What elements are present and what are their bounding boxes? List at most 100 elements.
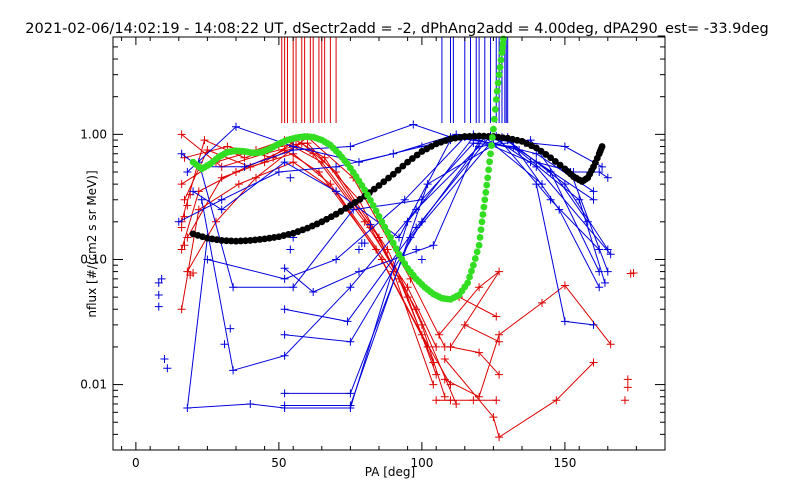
red-data-point (440, 355, 449, 364)
blue-data-point (346, 401, 355, 410)
blue-data-point (289, 283, 298, 292)
red-series-line (438, 271, 500, 348)
green-model-dot (497, 56, 505, 64)
blue-data-point (589, 187, 598, 196)
red-series-line (450, 346, 500, 376)
green-model-dot (486, 158, 493, 166)
green-model-dot (372, 207, 380, 215)
red-data-point (177, 180, 186, 189)
blue-data-point (400, 195, 409, 204)
green-model-dot (478, 218, 486, 226)
red-data-point (177, 305, 186, 314)
green-model-dot (489, 125, 497, 133)
red-data-point (203, 145, 212, 154)
blue-series-line (284, 139, 531, 293)
red-data-point (460, 320, 469, 329)
black-model-dot (470, 132, 478, 140)
blue-data-point (160, 355, 169, 364)
green-model-dot (477, 226, 485, 234)
green-model-dot (495, 71, 503, 79)
green-model-dot (496, 63, 504, 71)
blue-data-point (280, 389, 289, 398)
green-model-dot (364, 191, 371, 199)
blue-data-point (417, 255, 426, 264)
blue-data-point (560, 317, 569, 326)
blue-data-point (280, 305, 289, 314)
red-data-point (177, 130, 186, 139)
blue-data-point (274, 168, 283, 177)
blue-data-point (231, 122, 240, 131)
red-data-point (440, 392, 449, 401)
green-model-dot (482, 189, 490, 196)
blue-data-point (409, 120, 418, 129)
red-data-point (189, 268, 198, 277)
blue-data-point (403, 217, 412, 226)
red-data-point (492, 312, 501, 321)
blue-data-point (603, 245, 612, 254)
green-model-dot (488, 142, 495, 149)
red-data-point (289, 158, 298, 167)
blue-data-point (366, 220, 375, 229)
blue-data-point (280, 401, 289, 410)
green-model-dot (361, 186, 369, 194)
axis-layer: 0 50 100 150 0.01 0.10 1.00 (80, 36, 665, 470)
blue-data-point (286, 245, 295, 254)
blue-data-point (346, 337, 355, 346)
black-model-dot (542, 151, 550, 158)
blue-data-point (332, 255, 341, 264)
red-data-point (620, 396, 629, 405)
y-tick-label: 0.01 (80, 378, 107, 392)
blue-series-line (535, 183, 594, 326)
green-model-dot (369, 202, 377, 209)
blue-data-point (595, 168, 604, 177)
blue-data-point (603, 173, 612, 182)
red-series-line (444, 358, 594, 438)
red-data-point (475, 283, 484, 292)
blue-data-point (217, 205, 226, 214)
marks-layer (154, 35, 638, 442)
green-model-dot (468, 267, 475, 275)
red-data-point (489, 413, 498, 422)
red-data-point (495, 330, 504, 339)
red-data-point (234, 180, 243, 189)
red-data-point (452, 399, 461, 408)
red-data-point (200, 136, 209, 145)
blue-data-point (560, 142, 569, 151)
black-model-dot (385, 174, 392, 182)
green-model-dot (493, 87, 501, 95)
black-model-dot (389, 170, 397, 178)
green-model-dot (469, 261, 477, 269)
red-data-point (495, 433, 504, 442)
red-data-point (552, 396, 561, 405)
red-data-point (495, 370, 504, 379)
blue-data-point (343, 317, 352, 326)
blue-data-point (154, 302, 163, 311)
red-data-point (606, 340, 615, 349)
blue-data-point (346, 283, 355, 292)
red-data-point (412, 305, 421, 314)
blue-data-point (203, 255, 212, 264)
green-model-dot (375, 212, 383, 220)
green-model-dot (381, 223, 389, 231)
blue-data-point (309, 287, 318, 296)
blue-data-point (220, 340, 229, 349)
blue-data-point (560, 180, 569, 189)
blue-data-point (575, 195, 584, 204)
blue-data-point (280, 264, 289, 273)
red-data-point (435, 330, 444, 339)
green-model-dot (387, 234, 394, 241)
blue-data-point (532, 158, 541, 167)
black-model-dot (408, 155, 416, 162)
black-model-dot (370, 185, 378, 193)
black-model-dot (598, 143, 606, 150)
red-data-point (432, 342, 441, 351)
green-model-dot (464, 279, 472, 287)
blue-data-point (240, 162, 249, 171)
blue-data-point (286, 173, 295, 182)
green-model-dot (480, 203, 488, 211)
blue-data-point (280, 351, 289, 360)
green-model-dot (479, 211, 487, 218)
red-data-point (240, 153, 249, 162)
red-data-point (183, 201, 192, 210)
blue-data-point (280, 158, 289, 167)
